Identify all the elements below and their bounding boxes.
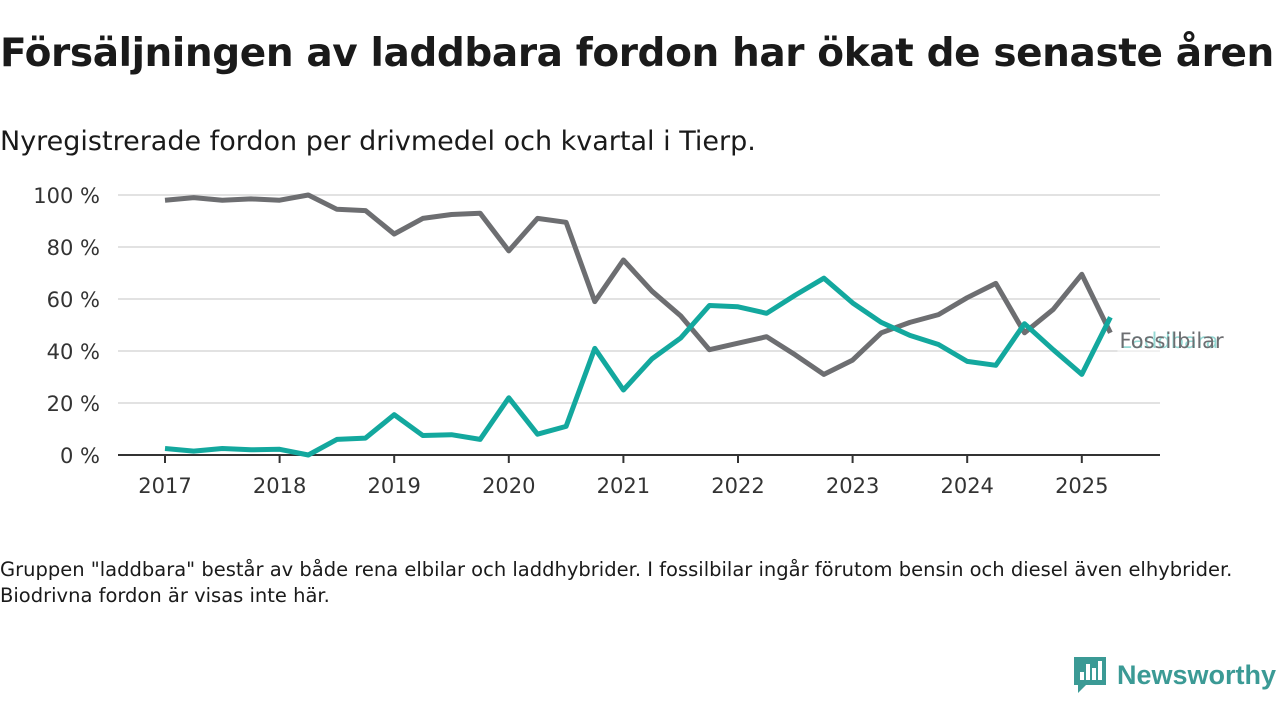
x-tick-label: 2018 (253, 474, 306, 498)
y-tick-label: 60 % (47, 288, 100, 312)
chart-title: Försäljningen av laddbara fordon har öka… (0, 31, 1274, 76)
y-tick-label: 0 % (60, 444, 100, 468)
x-tick-label: 2017 (138, 474, 191, 498)
x-tick-label: 2024 (940, 474, 993, 498)
chart-subtitle: Nyregistrerade fordon per drivmedel och … (0, 126, 756, 157)
y-tick-label: 80 % (47, 236, 100, 260)
x-tick-label: 2019 (367, 474, 420, 498)
y-axis-tick-labels: 0 % 20 % 40 % 60 % 80 % 100 % (33, 184, 100, 468)
x-tick-label: 2021 (597, 474, 650, 498)
series-line-laddbara (164, 275, 1113, 458)
x-axis: 2017 2018 2019 2020 2021 2022 2023 2024 2025 (118, 454, 1160, 498)
x-tick-label: 2022 (711, 474, 764, 498)
x-tick-label: 2020 (482, 474, 535, 498)
x-tick-label: 2025 (1055, 474, 1108, 498)
series-label-fossilbilar: Fossilbilar (1119, 329, 1224, 353)
x-tick-label: 2023 (826, 474, 879, 498)
footnote: Gruppen "laddbara" består av både rena e… (0, 558, 1233, 607)
brand-name: Newsworthy (1117, 659, 1277, 690)
series-line-fossilbilar (164, 192, 1113, 377)
series-label-backdrop (1117, 329, 1248, 352)
gridlines (118, 194, 1160, 404)
series-labels: LaddbaraFossilbilar (1117, 329, 1248, 353)
newsworthy-logo[interactable]: Newsworthy (1072, 655, 1276, 695)
y-tick-label: 40 % (47, 340, 100, 364)
line-chart: 0 % 20 % 40 % 60 % 80 % 100 % 2017 2018 2019 202… (33, 184, 1248, 498)
y-tick-label: 100 % (33, 184, 100, 208)
newsworthy-logo-icon (1074, 657, 1106, 693)
series-lines (164, 192, 1113, 458)
y-tick-label: 20 % (47, 392, 100, 416)
